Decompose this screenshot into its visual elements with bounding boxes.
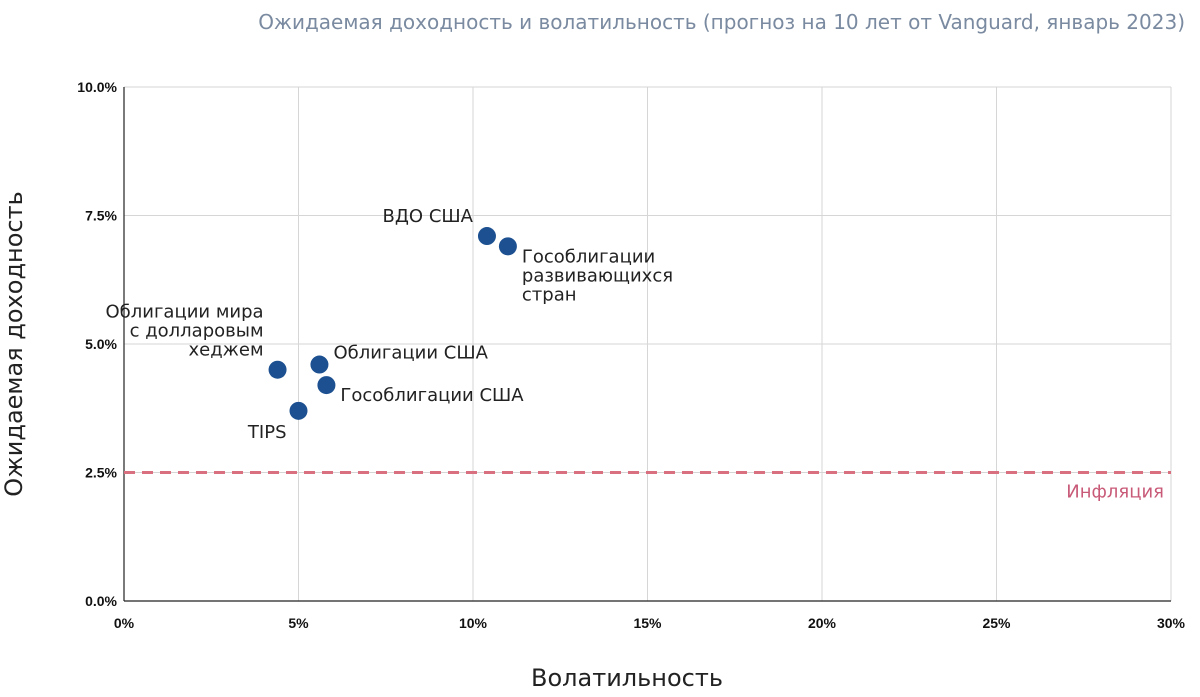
point-label-line: Гособлигации — [522, 246, 655, 267]
scatter-point — [268, 360, 287, 379]
y-tick-label: 10.0% — [77, 79, 117, 95]
point-label: Гособлигации развивающихся стран — [522, 246, 673, 305]
scatter-point — [477, 227, 496, 246]
point-label: Облигации США — [333, 343, 488, 364]
point-label: Гособлигации США — [340, 385, 524, 406]
y-tick-label: 7.5% — [85, 208, 117, 224]
scatter-point — [498, 237, 517, 256]
x-tick-label: 20% — [808, 615, 837, 631]
point-label-line: Облигации США — [333, 343, 488, 364]
point-labels: ВДО США Гособлигации развивающихся стран Обл… — [105, 206, 673, 443]
x-tick-label: 25% — [982, 615, 1011, 631]
x-axis-title: Волатильность — [531, 664, 723, 692]
point-label: Облигации мира с долларовым хеджем — [105, 302, 263, 361]
x-tick-label: 5% — [288, 615, 309, 631]
x-tick-label: 15% — [633, 615, 662, 631]
reference-line-group: Инфляция — [124, 471, 1171, 503]
point-label-line: Гособлигации США — [340, 385, 524, 406]
point-label-line: ВДО США — [383, 206, 474, 227]
point-label-line: стран — [522, 284, 577, 305]
x-tick-label: 0% — [114, 615, 135, 631]
inflation-label: Инфляция — [1066, 482, 1164, 503]
scatter-point — [310, 355, 329, 374]
x-tick-label: 10% — [459, 615, 488, 631]
axes: 0% 5% 10% 15% 20% 25% 30% 0.0% 2.5% 5.0% 7.5% 10.0% — [77, 79, 1185, 631]
y-tick-label: 2.5% — [85, 465, 117, 481]
y-tick-label: 0.0% — [85, 593, 117, 609]
grid — [124, 86, 1172, 601]
y-tick-label: 5.0% — [85, 336, 117, 352]
x-tick-label: 30% — [1157, 615, 1186, 631]
point-label-line: Облигации мира — [105, 302, 263, 323]
point-label-line: развивающихся — [522, 265, 673, 286]
y-axis-title: Ожидаемая доходность — [0, 191, 28, 497]
data-points — [268, 227, 517, 420]
point-label: TIPS — [247, 422, 287, 443]
point-label-line: TIPS — [247, 422, 287, 443]
point-label-line: хеджем — [189, 340, 264, 361]
scatter-point — [289, 401, 308, 420]
scatter-point — [317, 376, 336, 395]
point-label: ВДО США — [383, 206, 474, 227]
point-label-line: с долларовым — [130, 321, 264, 342]
chart-title: Ожидаемая доходность и волатильность (пр… — [258, 10, 1185, 34]
